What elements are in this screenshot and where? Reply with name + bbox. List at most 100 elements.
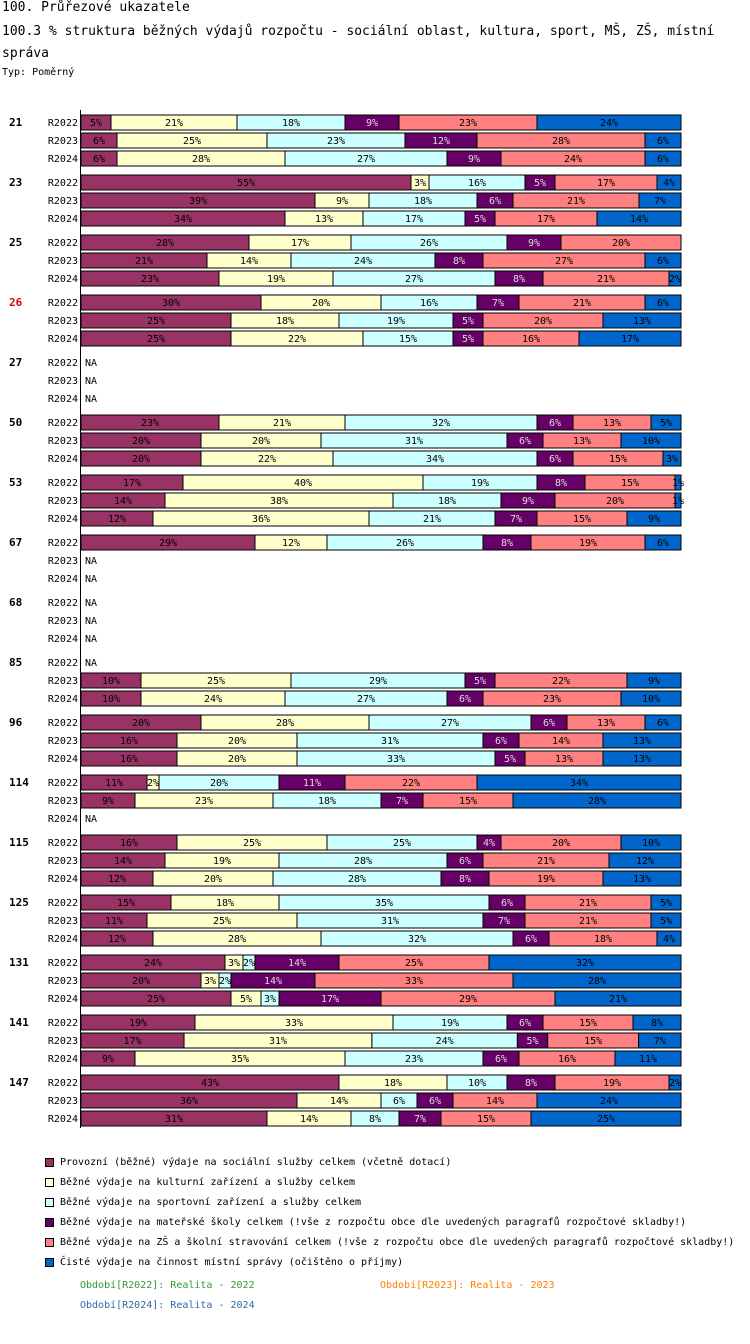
- bar-data-label: 25%: [147, 316, 165, 327]
- bar-data-label: 6%: [657, 718, 669, 729]
- group-label: 26: [9, 296, 23, 309]
- group-label: 114: [9, 776, 29, 789]
- bar-data-label: 14%: [114, 496, 132, 507]
- bar-data-label: 17%: [621, 334, 639, 345]
- bar-data-label: 2%: [669, 274, 681, 285]
- bar-data-label: 16%: [120, 736, 138, 747]
- period-label: R2022: [48, 538, 78, 549]
- bar-data-label: 34%: [426, 454, 444, 465]
- bar-data-label: 23%: [327, 136, 345, 147]
- bar-data-label: 39%: [189, 196, 207, 207]
- bar-segment: [644, 714, 682, 731]
- legend-swatch-sport: [45, 1197, 54, 1207]
- period-label: R2023: [48, 616, 78, 627]
- bar-data-label: 25%: [147, 334, 165, 345]
- period-label: R2023: [48, 376, 78, 387]
- na-label: NA: [85, 634, 97, 645]
- bar-data-label: 19%: [441, 1018, 459, 1029]
- bar-data-label: 12%: [432, 136, 450, 147]
- bar-data-label: 25%: [597, 1114, 615, 1125]
- bar-data-label: 23%: [405, 1054, 423, 1065]
- bar-segment: [668, 1074, 682, 1091]
- legend-label-sport: Běžné výdaje na sportovní zařízení a slu…: [60, 1196, 362, 1208]
- bar-data-label: 28%: [588, 976, 606, 987]
- bar-data-label: 6%: [657, 256, 669, 267]
- bar-segment: [674, 492, 682, 509]
- period-legend-2024: Období[R2024]: Realita - 2024: [80, 1300, 255, 1311]
- period-label: R2024: [48, 634, 78, 645]
- period-label: R2023: [48, 436, 78, 447]
- bar-data-label: 28%: [228, 934, 246, 945]
- chart-type-label: Typ: Poměrný: [2, 67, 75, 78]
- bar-data-label: 18%: [216, 898, 234, 909]
- bar-data-label: 13%: [633, 754, 651, 765]
- bar-data-label: 14%: [552, 736, 570, 747]
- period-label: R2022: [48, 898, 78, 909]
- bar-data-label: 24%: [600, 1096, 618, 1107]
- group-label: 21: [9, 116, 23, 129]
- bar-segment: [512, 792, 682, 809]
- bar-data-label: 21%: [567, 196, 585, 207]
- bar-data-label: 16%: [558, 1054, 576, 1065]
- bar-data-label: 20%: [312, 298, 330, 309]
- bar-data-label: 31%: [381, 736, 399, 747]
- period-label: R2023: [48, 256, 78, 267]
- bar-data-label: 18%: [282, 118, 300, 129]
- bar-data-label: 18%: [318, 796, 336, 807]
- bar-data-label: 19%: [603, 1078, 621, 1089]
- group-label: 147: [9, 1076, 29, 1089]
- bar-data-label: 36%: [180, 1096, 198, 1107]
- period-label: R2024: [48, 754, 78, 765]
- bar-data-label: 33%: [387, 754, 405, 765]
- legend-swatch-administration: [45, 1257, 54, 1267]
- bar-segment: [596, 210, 682, 227]
- bar-data-label: 13%: [633, 316, 651, 327]
- bar-data-label: 38%: [270, 496, 288, 507]
- bar-data-label: 8%: [513, 274, 525, 285]
- period-label: R2024: [48, 874, 78, 885]
- bar-data-label: 11%: [639, 1054, 657, 1065]
- period-label: R2024: [48, 514, 78, 525]
- bar-segment: [602, 732, 682, 749]
- bar-data-label: 13%: [603, 418, 621, 429]
- bar-data-label: 20%: [228, 754, 246, 765]
- bar-data-label: 5%: [504, 754, 516, 765]
- group-label: 68: [9, 596, 22, 609]
- period-label: R2024: [48, 814, 78, 825]
- period-label: R2022: [48, 238, 78, 249]
- bar-data-label: 4%: [663, 934, 675, 945]
- legend-item-school: Běžné výdaje na ZŠ a školní stravování c…: [45, 1232, 734, 1252]
- bar-data-label: 6%: [93, 154, 105, 165]
- bar-data-label: 5%: [660, 916, 672, 927]
- bar-data-label: 6%: [519, 1018, 531, 1029]
- bar-data-label: 16%: [120, 754, 138, 765]
- bar-data-label: 6%: [393, 1096, 405, 1107]
- period-label: R2024: [48, 994, 78, 1005]
- bar-data-label: 23%: [141, 418, 159, 429]
- na-label: NA: [85, 658, 97, 669]
- bar-data-label: 15%: [584, 1036, 602, 1047]
- group-label: 96: [9, 716, 23, 729]
- bar-data-label: 6%: [459, 694, 471, 705]
- bar-data-label: 4%: [663, 178, 675, 189]
- bar-data-label: 24%: [354, 256, 372, 267]
- period-label: R2023: [48, 496, 78, 507]
- group-label: 85: [9, 656, 22, 669]
- bar-data-label: 22%: [288, 334, 306, 345]
- bar-data-label: 3%: [204, 976, 216, 987]
- bar-data-label: 4%: [483, 838, 495, 849]
- period-label: R2024: [48, 154, 78, 165]
- bar-data-label: 31%: [381, 916, 399, 927]
- bar-data-label: 2%: [669, 1078, 681, 1089]
- bar-data-label: 29%: [159, 538, 177, 549]
- period-label: R2024: [48, 334, 78, 345]
- bar-data-label: 35%: [375, 898, 393, 909]
- na-label: NA: [85, 574, 97, 585]
- bar-data-label: 2%: [219, 976, 231, 987]
- bar-data-label: 9%: [102, 1054, 114, 1065]
- legend-label-social: Provozní (běžné) výdaje na sociální služ…: [60, 1156, 452, 1168]
- bar-data-label: 43%: [201, 1078, 219, 1089]
- bar-data-label: 8%: [651, 1018, 663, 1029]
- bar-data-label: 12%: [282, 538, 300, 549]
- bar-data-label: 33%: [285, 1018, 303, 1029]
